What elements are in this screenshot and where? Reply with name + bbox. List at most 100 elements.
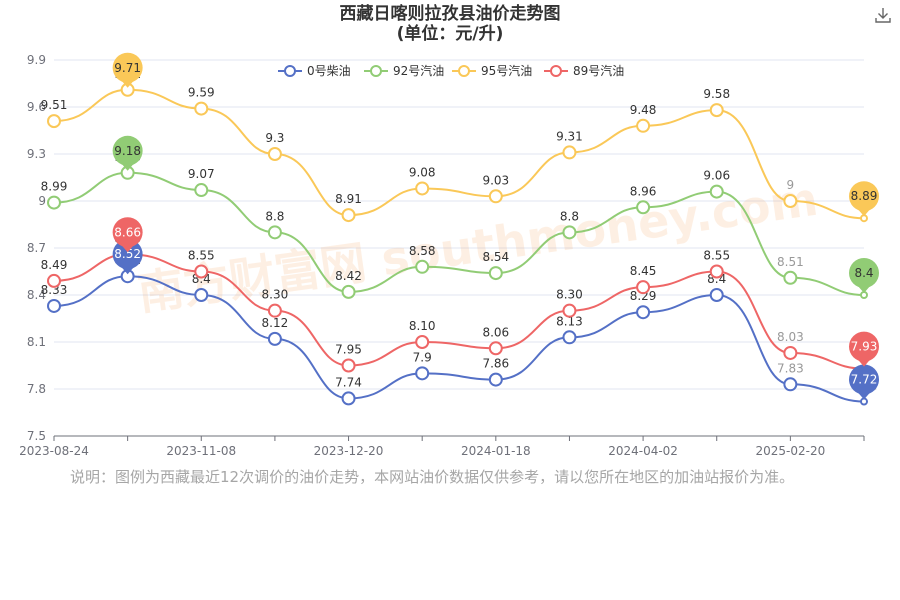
series-line-1 bbox=[53, 171, 865, 296]
chart-subtitle: (单位：元/升) bbox=[396, 24, 504, 44]
data-point bbox=[709, 264, 724, 279]
chart-title: 西藏日喀则拉孜县油价走势图 bbox=[339, 4, 561, 24]
data-label: 8.30 bbox=[556, 288, 583, 302]
data-point bbox=[636, 118, 651, 133]
data-label: 9.08 bbox=[409, 165, 436, 179]
y-tick-label: 9 bbox=[38, 194, 46, 208]
legend-swatch-marker bbox=[550, 65, 562, 77]
data-label: 8.45 bbox=[630, 264, 657, 278]
data-point bbox=[636, 305, 651, 320]
data-point bbox=[709, 103, 724, 118]
data-label: 8.49 bbox=[41, 258, 68, 272]
x-tick-label: 2023-11-08 bbox=[166, 444, 236, 458]
data-point bbox=[47, 195, 61, 210]
data-label: 8.12 bbox=[262, 316, 289, 330]
y-tick-label: 9.6 bbox=[27, 100, 46, 114]
data-label: 8.55 bbox=[703, 249, 730, 263]
y-tick-label: 9.9 bbox=[27, 53, 46, 67]
data-label: 8.03 bbox=[777, 330, 804, 344]
data-label: 9.3 bbox=[265, 131, 284, 145]
markers: 8.527.729.188.49.718.898.667.93 bbox=[112, 52, 879, 400]
data-point bbox=[194, 288, 209, 302]
y-tick-label: 9.3 bbox=[27, 147, 46, 161]
data-point bbox=[47, 273, 61, 288]
data-point bbox=[341, 284, 356, 299]
data-point bbox=[562, 225, 577, 240]
legend: 0号柴油 92号汽油 95号汽油 89号汽油 bbox=[278, 63, 624, 78]
data-label: 8.33 bbox=[41, 283, 68, 297]
download-icon[interactable] bbox=[874, 6, 892, 24]
data-point bbox=[562, 303, 577, 318]
line-chart: 南方财富网 southmoney.com 7.57.88.18.48.799.3… bbox=[19, 52, 879, 458]
data-label: 8.13 bbox=[556, 314, 583, 328]
data-label: 9.03 bbox=[482, 173, 509, 187]
data-label: 8.42 bbox=[335, 269, 362, 283]
data-label: 8.10 bbox=[409, 319, 436, 333]
data-point bbox=[341, 391, 356, 406]
pin-label: 8.52 bbox=[114, 247, 141, 261]
data-label: 7.83 bbox=[777, 361, 804, 375]
data-point bbox=[267, 225, 282, 240]
y-tick-label: 8.7 bbox=[27, 241, 46, 255]
y-tick-label: 8.1 bbox=[27, 335, 46, 349]
pin-marker bbox=[112, 217, 143, 248]
pin-marker bbox=[849, 258, 879, 288]
pin-marker bbox=[112, 52, 143, 83]
data-point bbox=[783, 194, 798, 208]
data-point bbox=[488, 266, 503, 281]
legend-swatch-marker bbox=[370, 65, 382, 77]
data-point bbox=[267, 303, 282, 318]
data-label: 7.86 bbox=[482, 357, 509, 371]
data-label: 9.58 bbox=[703, 87, 730, 101]
data-label: 8.30 bbox=[262, 288, 289, 302]
data-point bbox=[488, 189, 503, 204]
data-point bbox=[783, 345, 798, 360]
data-point bbox=[636, 280, 651, 295]
data-point bbox=[783, 270, 798, 285]
data-point bbox=[267, 147, 282, 161]
data-label: 8.8 bbox=[265, 209, 284, 223]
data-label: 9.31 bbox=[556, 129, 583, 143]
legend-label: 0号柴油 bbox=[307, 64, 351, 78]
data-label: 8.51 bbox=[777, 255, 804, 269]
data-point bbox=[341, 208, 356, 223]
legend-swatch-marker bbox=[458, 65, 470, 77]
data-label: 8.91 bbox=[335, 192, 362, 206]
data-point bbox=[415, 366, 430, 381]
pin-label: 9.18 bbox=[114, 144, 141, 158]
data-point bbox=[267, 331, 282, 346]
data-point bbox=[415, 259, 430, 274]
footnote: 说明：图例为西藏最近12次调价的油价走势，本网站油价数据仅供参考，请以您所在地区… bbox=[70, 468, 795, 486]
data-label: 8.96 bbox=[630, 184, 657, 198]
pin-marker bbox=[849, 181, 879, 212]
series-line-3 bbox=[53, 253, 865, 370]
data-label: 9.07 bbox=[188, 167, 215, 181]
data-label: 9.59 bbox=[188, 86, 215, 100]
legend-label: 95号汽油 bbox=[481, 63, 532, 78]
data-point bbox=[415, 335, 430, 349]
pin-marker bbox=[849, 331, 879, 362]
data-point bbox=[194, 183, 209, 198]
y-tick-label: 8.4 bbox=[27, 288, 46, 302]
data-point bbox=[47, 298, 61, 313]
data-label: 7.9 bbox=[413, 350, 432, 364]
data-label: 9.06 bbox=[703, 169, 730, 183]
data-label: 8.29 bbox=[630, 289, 657, 303]
data-point bbox=[194, 101, 209, 116]
data-label: 8.06 bbox=[482, 325, 509, 339]
pin-label: 7.93 bbox=[851, 340, 878, 354]
y-tick-label: 7.5 bbox=[27, 429, 46, 443]
data-point bbox=[562, 330, 577, 345]
data-label: 8.54 bbox=[482, 250, 509, 264]
data-label: 9.51 bbox=[41, 98, 68, 112]
data-point bbox=[47, 114, 61, 129]
data-point bbox=[488, 372, 503, 387]
axes: 7.5 7.8 8.1 8.4 8.7 9 9.3 9.6 9.9 2023-08-24 2023-… bbox=[19, 53, 865, 458]
data-point bbox=[341, 358, 356, 373]
data-point bbox=[783, 377, 798, 392]
y-tick-label: 7.8 bbox=[27, 382, 46, 396]
data-label: 8.55 bbox=[188, 249, 215, 263]
pin-label: 9.71 bbox=[114, 61, 141, 75]
pin-label: 8.4 bbox=[854, 266, 873, 280]
pin-marker bbox=[112, 135, 143, 166]
